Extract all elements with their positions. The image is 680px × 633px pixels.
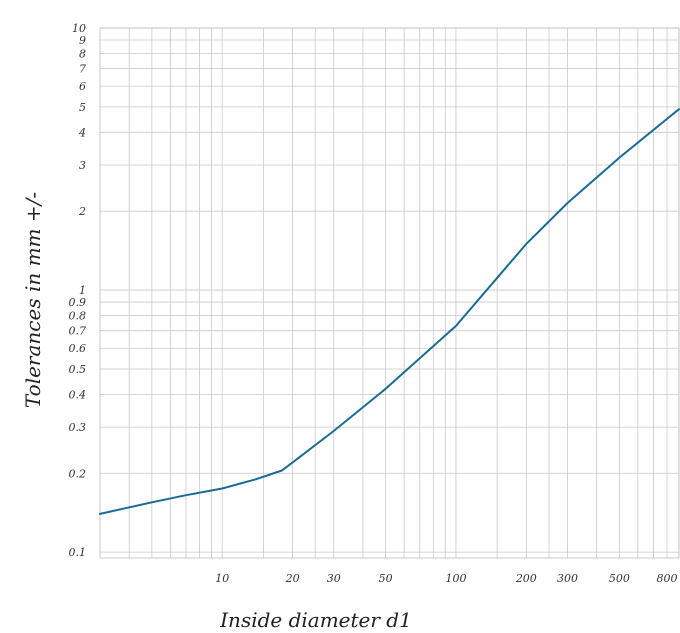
y-tick-label: 8	[79, 47, 86, 60]
x-tick-label: 30	[327, 572, 341, 585]
x-tick-label: 300	[557, 572, 578, 585]
y-tick-label: 0.9	[69, 296, 87, 309]
y-axis-label: Tolerances in mm +/-	[21, 192, 45, 409]
grid	[100, 27, 680, 558]
y-tick-label: 2	[78, 205, 86, 218]
x-tick-label: 500	[609, 572, 630, 585]
x-tick-label: 200	[515, 572, 537, 585]
y-tick-label: 0.6	[69, 342, 87, 355]
x-axis-label: Inside diameter d1	[219, 608, 412, 632]
y-tick-label: 0.8	[69, 309, 87, 322]
y-tick-label: 9	[79, 34, 86, 47]
y-tick-label: 0.7	[69, 325, 87, 338]
x-tick-label: 100	[445, 572, 466, 585]
y-tick-label: 4	[78, 126, 86, 139]
x-tick-label: 10	[215, 572, 229, 585]
y-tick-label: 0.4	[69, 388, 87, 401]
y-tick-label: 0.3	[69, 421, 87, 434]
y-tick-label: 0.5	[69, 363, 87, 376]
x-tick-labels: 10 20 30 50 100 200 300 500 800	[215, 572, 677, 585]
y-tick-label: 3	[79, 159, 86, 172]
y-tick-label: 1	[79, 284, 86, 297]
x-tick-label: 20	[285, 572, 300, 585]
plot-frame	[99, 27, 680, 559]
tolerance-series-line	[99, 108, 680, 515]
y-tick-label: 6	[79, 80, 86, 93]
series-group	[99, 108, 680, 515]
y-tick-label: 5	[79, 101, 86, 114]
y-tick-label: 0.1	[69, 546, 87, 559]
y-tick-label: 10	[72, 22, 86, 35]
y-tick-label: 7	[79, 63, 86, 76]
x-tick-label: 50	[379, 572, 393, 585]
y-tick-label: 0.2	[69, 467, 87, 480]
x-tick-label: 800	[657, 572, 678, 585]
